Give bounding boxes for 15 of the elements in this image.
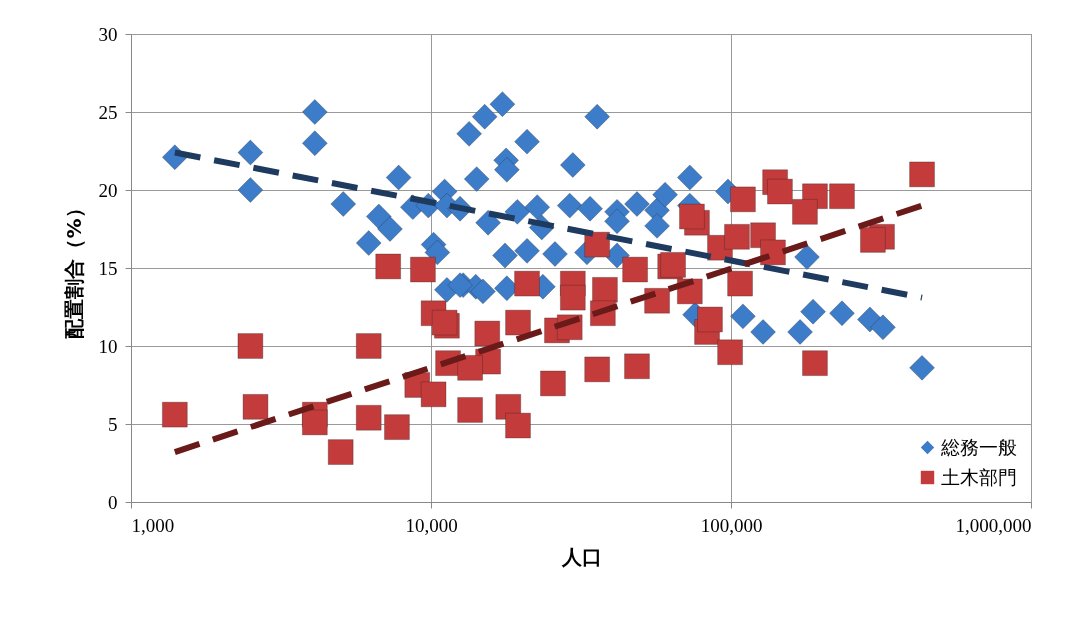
x-axis-title: 人口 <box>560 544 602 569</box>
x-tick-label: 100,000 <box>700 514 763 536</box>
y-tick-label: 10 <box>98 335 118 357</box>
y-tick-label: 20 <box>98 179 118 201</box>
legend-label: 総務一般 <box>940 435 1017 458</box>
legend-label: 土木部門 <box>941 465 1017 488</box>
y-tick-label: 15 <box>98 257 118 279</box>
y-tick-label: 30 <box>98 23 118 45</box>
y-tick-label: 5 <box>108 413 118 435</box>
y-tick-label: 25 <box>98 101 118 123</box>
y-tick-label: 0 <box>108 491 118 513</box>
y-axis-title: 配置割合（%） <box>61 198 86 339</box>
x-tick-label: 1,000 <box>131 514 175 536</box>
x-tick-label: 1,000,000 <box>955 514 1032 536</box>
x-tick-label: 10,000 <box>405 514 458 536</box>
